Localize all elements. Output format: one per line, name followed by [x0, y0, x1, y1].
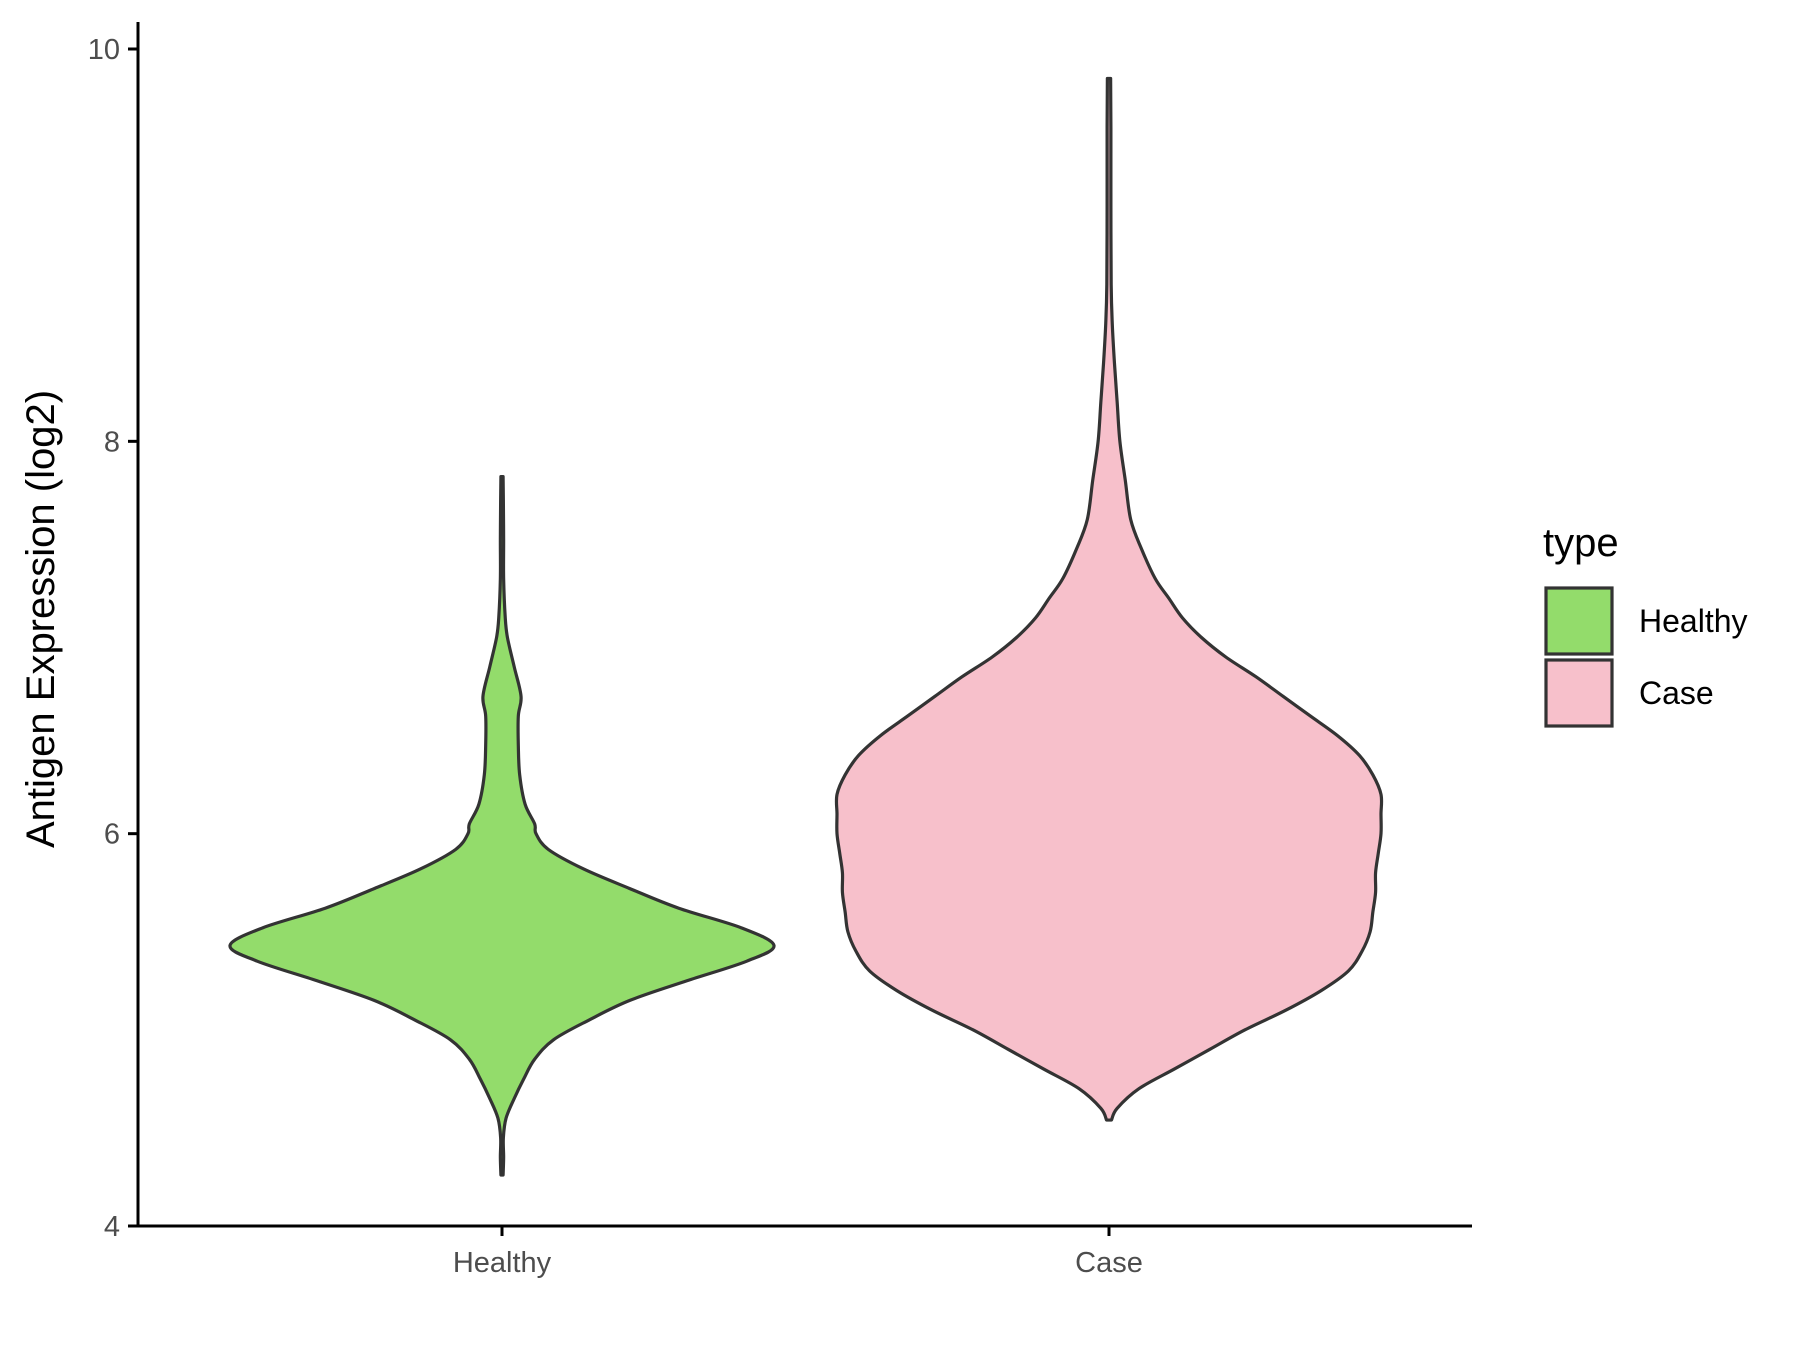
x-tick-label: Healthy — [453, 1247, 552, 1279]
y-axis-ticks: 4 6 8 10 — [88, 34, 138, 1243]
y-tick-label: 4 — [104, 1211, 120, 1243]
legend-label-healthy: Healthy — [1639, 603, 1748, 639]
y-tick-label: 6 — [104, 819, 120, 851]
y-tick-label: 8 — [104, 426, 120, 458]
legend-entries: Healthy Case — [1544, 586, 1748, 728]
violin-case — [834, 76, 1384, 1122]
legend: type Healthy Case — [1543, 521, 1748, 728]
x-axis-ticks: Healthy Case — [453, 1226, 1143, 1279]
legend-label-case: Case — [1639, 675, 1714, 711]
legend-key-healthy — [1544, 586, 1614, 656]
x-tick-label: Case — [1075, 1247, 1143, 1279]
y-axis-title: Antigen Expression (log2) — [19, 390, 63, 848]
violin-healthy — [228, 475, 776, 1177]
violin-group — [228, 76, 1384, 1177]
y-tick-label: 10 — [88, 34, 120, 66]
legend-key-case — [1544, 658, 1614, 728]
legend-title: type — [1543, 521, 1619, 565]
